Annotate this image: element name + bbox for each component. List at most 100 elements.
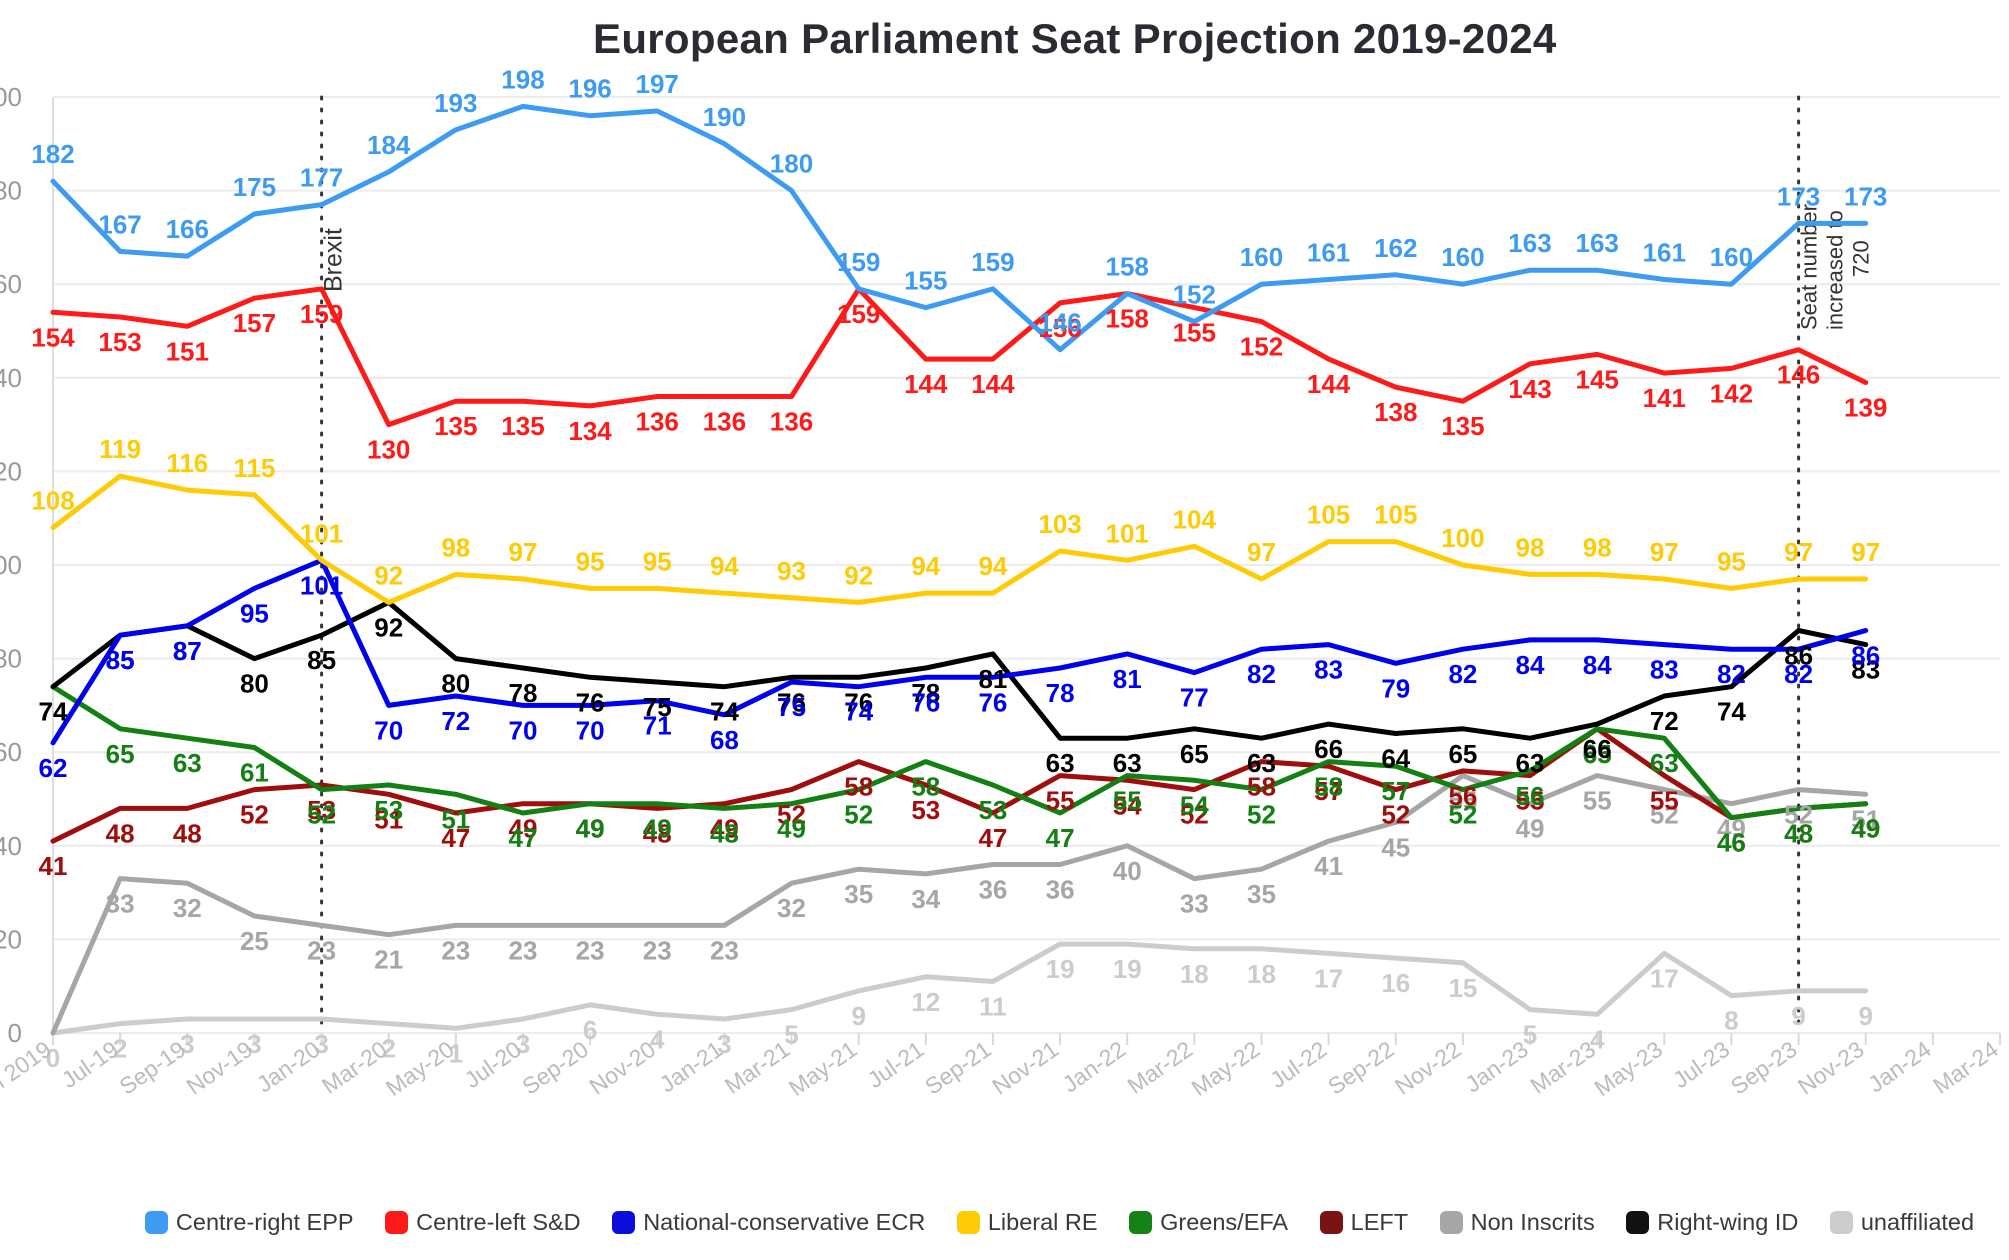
svg-text:86: 86 — [1851, 641, 1880, 671]
svg-text:142: 142 — [1710, 378, 1753, 408]
svg-text:41: 41 — [39, 851, 68, 881]
svg-text:184: 184 — [367, 130, 411, 160]
svg-text:158: 158 — [1106, 304, 1149, 334]
svg-text:20: 20 — [0, 924, 22, 954]
svg-text:52: 52 — [1448, 800, 1477, 830]
svg-text:94: 94 — [978, 551, 1007, 581]
svg-text:52: 52 — [844, 800, 873, 830]
svg-text:161: 161 — [1643, 238, 1686, 268]
svg-text:81: 81 — [1113, 664, 1142, 694]
svg-text:160: 160 — [1710, 242, 1753, 272]
svg-text:12: 12 — [911, 987, 940, 1017]
svg-text:82: 82 — [1448, 659, 1477, 689]
svg-text:32: 32 — [173, 893, 202, 923]
svg-text:94: 94 — [911, 551, 940, 581]
svg-text:80: 80 — [441, 669, 470, 699]
svg-text:173: 173 — [1777, 181, 1820, 211]
svg-text:58: 58 — [911, 772, 940, 802]
svg-text:Sep-21: Sep-21 — [920, 1036, 996, 1100]
svg-text:80: 80 — [240, 669, 269, 699]
svg-text:95: 95 — [576, 546, 605, 576]
svg-text:97: 97 — [1784, 537, 1813, 567]
svg-text:35: 35 — [844, 879, 873, 909]
svg-text:135: 135 — [501, 411, 544, 441]
svg-text:23: 23 — [441, 935, 470, 965]
svg-text:101: 101 — [300, 518, 343, 548]
svg-text:58: 58 — [844, 772, 873, 802]
svg-text:Jul-20: Jul-20 — [460, 1036, 526, 1093]
svg-text:48: 48 — [106, 818, 135, 848]
svg-text:135: 135 — [434, 411, 477, 441]
svg-text:18: 18 — [1180, 959, 1209, 989]
svg-text:19: 19 — [1046, 954, 1075, 984]
svg-text:98: 98 — [1516, 532, 1545, 562]
svg-text:198: 198 — [501, 64, 544, 94]
svg-text:47: 47 — [978, 823, 1007, 853]
svg-text:Brexit: Brexit — [320, 228, 348, 292]
svg-text:158: 158 — [1106, 252, 1149, 282]
svg-text:56: 56 — [1516, 781, 1545, 811]
svg-text:48: 48 — [710, 818, 739, 848]
svg-text:52: 52 — [307, 800, 336, 830]
svg-text:720: 720 — [1849, 240, 1874, 277]
svg-text:72: 72 — [441, 706, 470, 736]
svg-text:40: 40 — [0, 831, 22, 861]
svg-text:66: 66 — [1583, 734, 1612, 764]
svg-text:87: 87 — [173, 636, 202, 666]
svg-text:167: 167 — [98, 209, 141, 239]
svg-text:79: 79 — [1381, 673, 1410, 703]
svg-text:74: 74 — [1717, 697, 1746, 727]
svg-text:140: 140 — [0, 363, 22, 393]
svg-text:97: 97 — [1247, 537, 1276, 567]
svg-text:152: 152 — [1173, 280, 1216, 310]
svg-text:58: 58 — [1314, 772, 1343, 802]
svg-text:49: 49 — [1851, 814, 1880, 844]
svg-text:74: 74 — [710, 697, 739, 727]
svg-text:Jul-21: Jul-21 — [862, 1036, 928, 1093]
svg-text:71: 71 — [643, 711, 672, 741]
svg-text:136: 136 — [770, 407, 813, 437]
svg-text:177: 177 — [300, 163, 343, 193]
svg-text:6: 6 — [583, 1015, 597, 1045]
svg-text:154: 154 — [31, 322, 75, 352]
svg-text:196: 196 — [568, 74, 611, 104]
svg-text:48: 48 — [1784, 818, 1813, 848]
svg-text:increased to: increased to — [1823, 210, 1848, 330]
svg-text:136: 136 — [636, 407, 679, 437]
svg-text:52: 52 — [240, 800, 269, 830]
svg-text:Sep-22: Sep-22 — [1323, 1036, 1399, 1100]
svg-text:76: 76 — [978, 687, 1007, 717]
svg-text:136: 136 — [703, 407, 746, 437]
svg-text:Jul-19: Jul-19 — [57, 1036, 123, 1093]
svg-text:23: 23 — [307, 935, 336, 965]
svg-text:47: 47 — [1046, 823, 1075, 853]
svg-text:11: 11 — [979, 992, 1007, 1022]
svg-text:180: 180 — [0, 176, 22, 206]
svg-text:84: 84 — [1516, 650, 1545, 680]
svg-text:160: 160 — [1240, 242, 1283, 272]
svg-text:48: 48 — [173, 818, 202, 848]
svg-text:19: 19 — [1113, 954, 1142, 984]
svg-text:17: 17 — [1314, 963, 1343, 993]
svg-text:83: 83 — [1314, 655, 1343, 685]
svg-text:Jul-23: Jul-23 — [1668, 1036, 1734, 1093]
svg-text:49: 49 — [1516, 814, 1545, 844]
svg-text:93: 93 — [777, 556, 806, 586]
svg-text:76: 76 — [576, 687, 605, 717]
svg-text:180: 180 — [770, 149, 813, 179]
svg-text:153: 153 — [98, 327, 141, 357]
svg-text:98: 98 — [1583, 532, 1612, 562]
svg-text:Jan-20: Jan-20 — [252, 1036, 325, 1098]
svg-text:115: 115 — [233, 453, 275, 483]
svg-text:36: 36 — [1046, 875, 1075, 905]
svg-text:55: 55 — [1583, 786, 1612, 816]
svg-text:53: 53 — [978, 795, 1007, 825]
svg-text:159: 159 — [971, 247, 1014, 277]
svg-text:134: 134 — [568, 416, 612, 446]
svg-text:18: 18 — [1247, 959, 1276, 989]
svg-text:84: 84 — [1583, 650, 1612, 680]
svg-text:85: 85 — [307, 645, 336, 675]
svg-text:77: 77 — [1180, 683, 1209, 713]
svg-text:51: 51 — [441, 804, 470, 834]
svg-text:Jan-24: Jan-24 — [1863, 1036, 1936, 1098]
